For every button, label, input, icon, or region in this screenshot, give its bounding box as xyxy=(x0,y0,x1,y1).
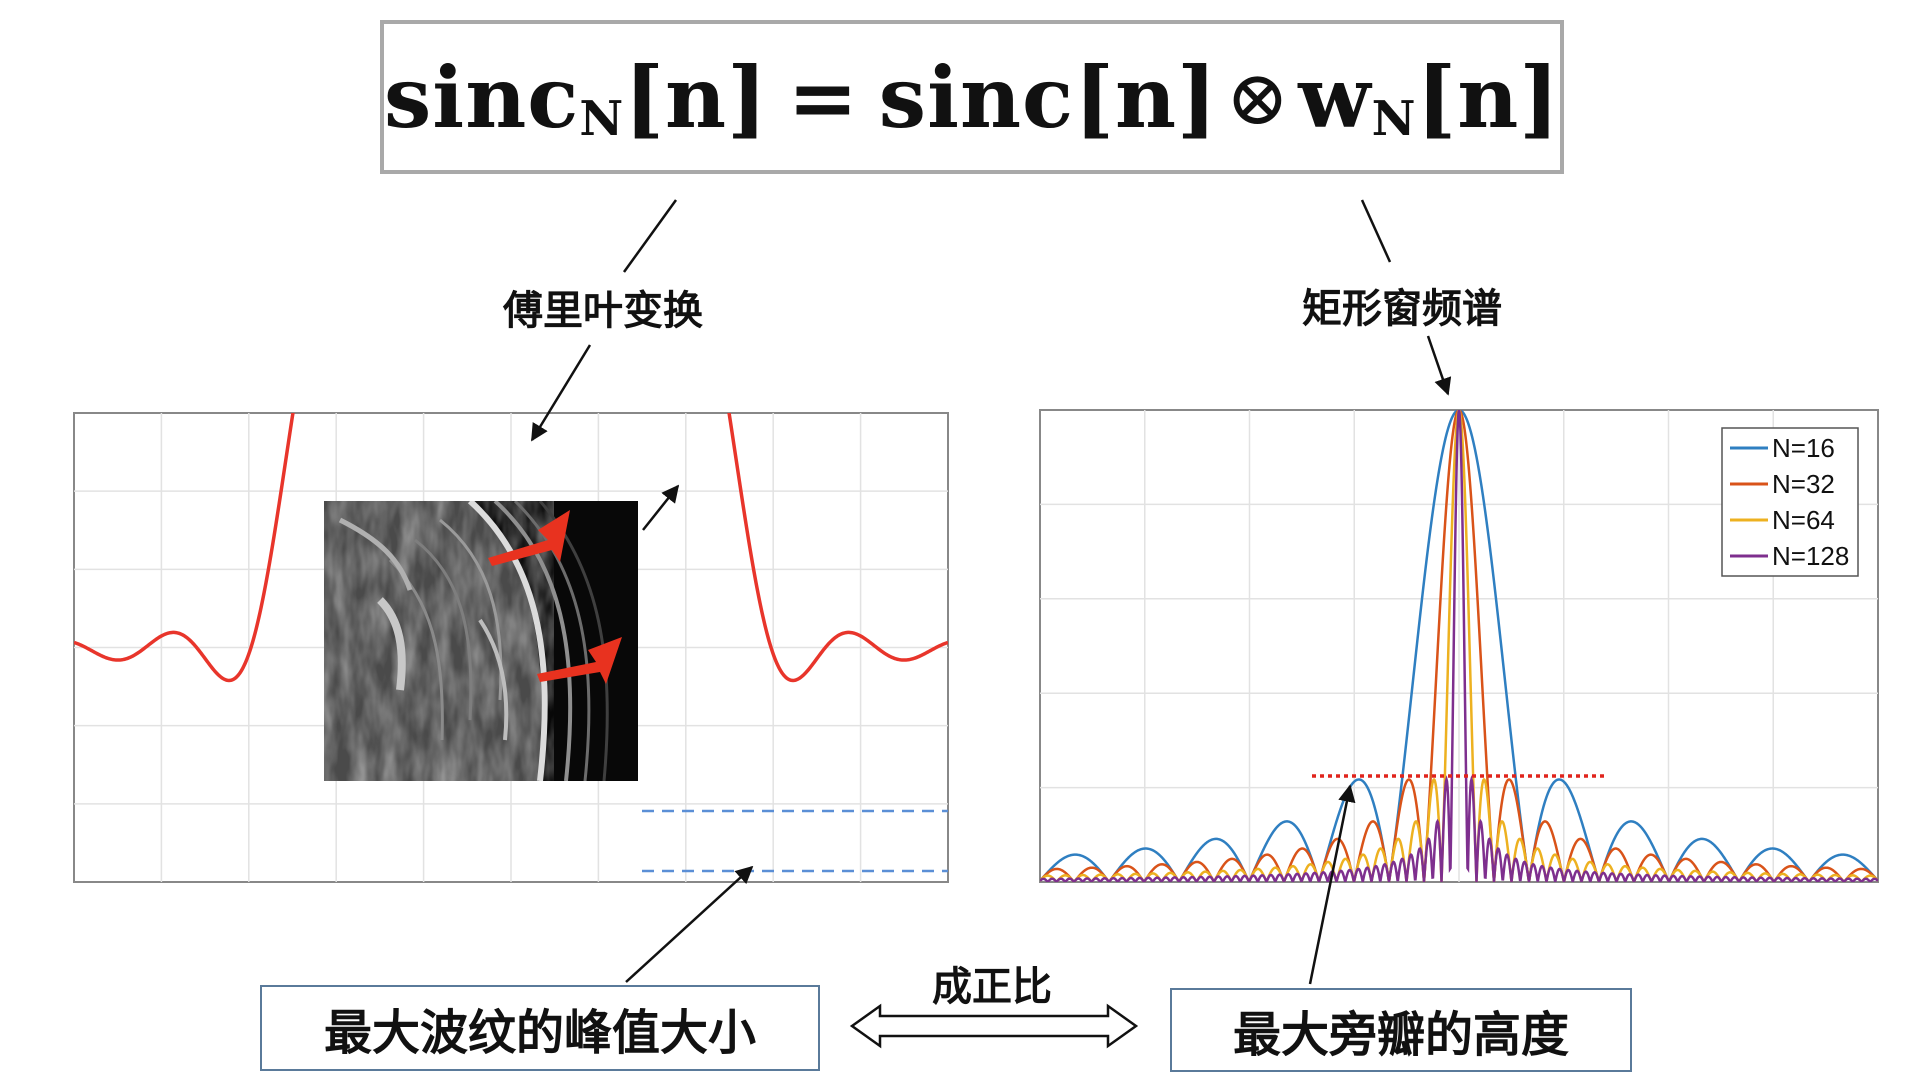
right-plot: N=16 N=32 N=64 N=128 xyxy=(1039,409,1879,883)
series-line-n-128 xyxy=(1040,410,1878,882)
box-max-ripple: 最大波纹的峰值大小 xyxy=(260,985,820,1071)
box-max-sidelobe: 最大旁瓣的高度 xyxy=(1170,988,1632,1072)
connector-formula-to-window xyxy=(1360,199,1392,263)
legend: N=16 N=32 N=64 N=128 xyxy=(1721,427,1859,577)
arrow-to-ripple-plateau xyxy=(530,344,592,442)
formula-rhs1: sinc[n] xyxy=(878,47,1218,147)
formula-rhs2: w xyxy=(1298,47,1372,147)
legend-entry: N=16 xyxy=(1772,433,1835,463)
red-arrow-upper xyxy=(488,510,570,566)
formula-lhs-arg: [n] xyxy=(624,47,768,147)
connector-formula-to-fourier xyxy=(622,199,678,273)
formula-rhs2-sub: N xyxy=(1371,91,1417,147)
spectrum-curves xyxy=(1040,410,1878,882)
formula-box: sinc N [n] = sinc[n] ⊗ w N [n] xyxy=(380,20,1564,174)
label-proportional: 成正比 xyxy=(932,964,1052,1010)
formula-lhs: sinc xyxy=(384,47,580,147)
label-max-sidelobe: 最大旁瓣的高度 xyxy=(1232,1007,1569,1063)
arrow-to-overshoot xyxy=(642,484,680,531)
arrow-to-mainlobe xyxy=(1426,335,1452,396)
double-arrow-icon xyxy=(849,1003,1139,1049)
formula-lhs-sub: N xyxy=(579,91,625,147)
right-plot-grid xyxy=(1040,410,1878,882)
formula-equals: = xyxy=(787,47,860,147)
arrow-to-ripple-peak xyxy=(625,865,754,983)
legend-entry: N=128 xyxy=(1772,541,1849,571)
formula-rhs2-arg: [n] xyxy=(1416,47,1561,147)
legend-entry: N=32 xyxy=(1772,469,1835,499)
ringing-curve xyxy=(74,413,948,683)
formula: sinc N [n] = sinc[n] ⊗ w N [n] xyxy=(384,24,1560,170)
legend-box xyxy=(1721,427,1859,577)
label-fourier: 傅里叶变换 xyxy=(503,288,703,334)
label-rect-window: 矩形窗频谱 xyxy=(1302,286,1502,332)
legend-entry: N=64 xyxy=(1772,505,1835,535)
convolution-operator: ⊗ xyxy=(1225,52,1291,142)
mri-image xyxy=(324,501,638,781)
arrow-to-max-sidelobe xyxy=(1308,784,1356,985)
label-max-ripple: 最大波纹的峰值大小 xyxy=(323,1005,756,1061)
red-arrow-lower xyxy=(537,637,622,684)
